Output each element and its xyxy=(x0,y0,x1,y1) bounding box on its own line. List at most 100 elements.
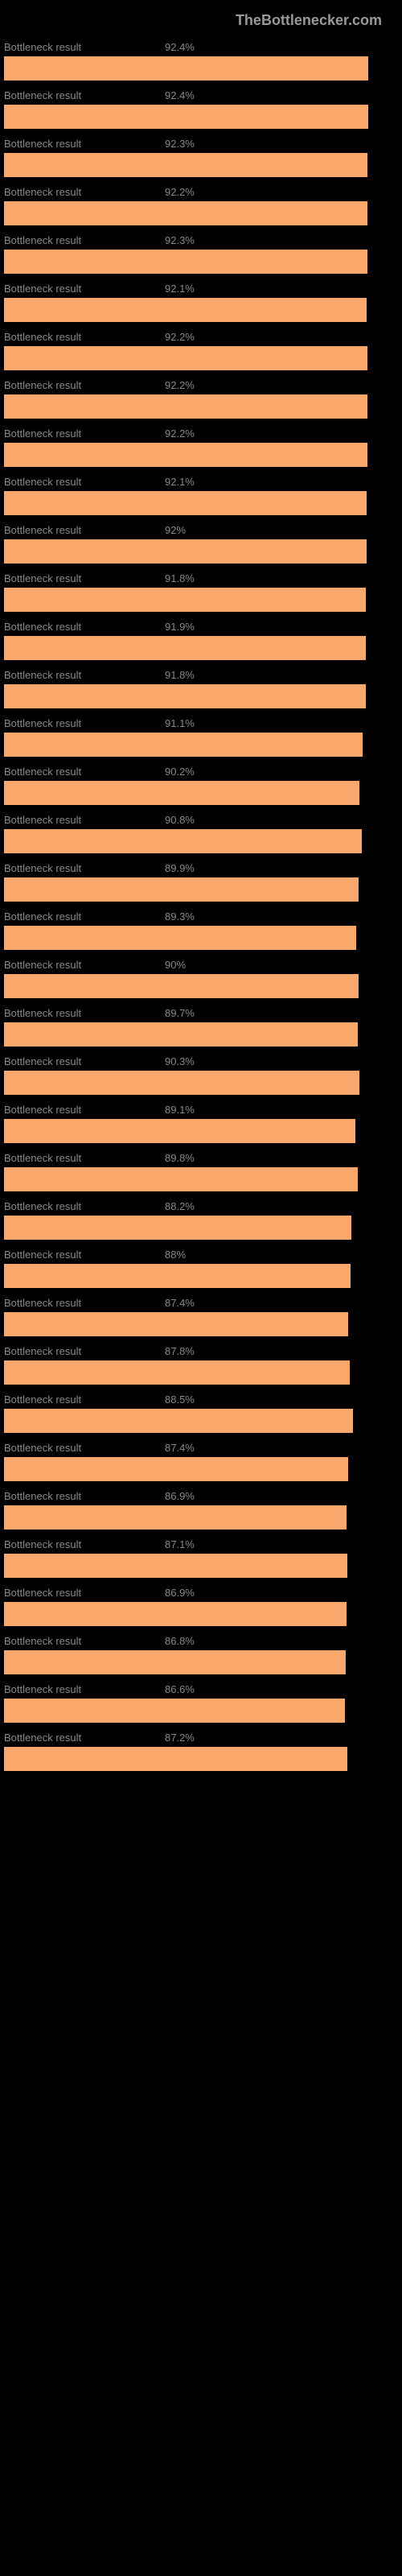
bar-label-row: Bottleneck result89.3% xyxy=(4,910,398,923)
bar-label: Bottleneck result xyxy=(4,524,165,536)
bar-value: 91.9% xyxy=(165,621,195,633)
bar-track xyxy=(4,1602,398,1626)
bar-row: Bottleneck result90.3% xyxy=(4,1055,398,1095)
bar-label-row: Bottleneck result86.9% xyxy=(4,1490,398,1502)
bar-label-row: Bottleneck result92.3% xyxy=(4,138,398,150)
bar-track xyxy=(4,298,398,322)
bar-value: 89.3% xyxy=(165,910,195,923)
bar-value: 88.2% xyxy=(165,1200,195,1212)
bar-label: Bottleneck result xyxy=(4,1007,165,1019)
bar-row: Bottleneck result92.4% xyxy=(4,89,398,129)
bar-value: 89.8% xyxy=(165,1152,195,1164)
bar-label: Bottleneck result xyxy=(4,1152,165,1164)
bar-fill xyxy=(4,56,368,80)
bar-fill xyxy=(4,1216,351,1240)
bar-value: 89.9% xyxy=(165,862,195,874)
bar-value: 86.9% xyxy=(165,1587,195,1599)
bar-row: Bottleneck result90.8% xyxy=(4,814,398,853)
bar-row: Bottleneck result90.2% xyxy=(4,766,398,805)
bar-value: 89.7% xyxy=(165,1007,195,1019)
bar-track xyxy=(4,1554,398,1578)
bar-label: Bottleneck result xyxy=(4,1104,165,1116)
site-header: TheBottlenecker.com xyxy=(4,8,398,41)
bar-track xyxy=(4,1071,398,1095)
bar-track xyxy=(4,1457,398,1481)
bottleneck-chart: Bottleneck result92.4%Bottleneck result9… xyxy=(4,41,398,1771)
bar-label-row: Bottleneck result92.2% xyxy=(4,379,398,391)
bar-row: Bottleneck result90% xyxy=(4,959,398,998)
bar-value: 91.1% xyxy=(165,717,195,729)
bar-label-row: Bottleneck result89.9% xyxy=(4,862,398,874)
bar-fill xyxy=(4,1167,358,1191)
bar-track xyxy=(4,105,398,129)
bar-fill xyxy=(4,1747,347,1771)
bar-row: Bottleneck result91.9% xyxy=(4,621,398,660)
bar-value: 92% xyxy=(165,524,186,536)
bar-value: 92.2% xyxy=(165,186,195,198)
bar-row: Bottleneck result86.9% xyxy=(4,1490,398,1530)
bar-label-row: Bottleneck result89.1% xyxy=(4,1104,398,1116)
bar-label-row: Bottleneck result87.1% xyxy=(4,1538,398,1550)
bar-label: Bottleneck result xyxy=(4,1345,165,1357)
bar-label: Bottleneck result xyxy=(4,766,165,778)
bar-track xyxy=(4,974,398,998)
bar-label: Bottleneck result xyxy=(4,234,165,246)
bar-row: Bottleneck result91.8% xyxy=(4,572,398,612)
bar-row: Bottleneck result87.4% xyxy=(4,1442,398,1481)
bar-value: 87.4% xyxy=(165,1442,195,1454)
bar-row: Bottleneck result89.9% xyxy=(4,862,398,902)
bar-track xyxy=(4,636,398,660)
bar-value: 90.2% xyxy=(165,766,195,778)
bar-row: Bottleneck result91.1% xyxy=(4,717,398,757)
bar-value: 92.2% xyxy=(165,331,195,343)
bar-fill xyxy=(4,153,367,177)
bar-label-row: Bottleneck result90.3% xyxy=(4,1055,398,1067)
bar-label: Bottleneck result xyxy=(4,814,165,826)
bar-label: Bottleneck result xyxy=(4,331,165,343)
bar-track xyxy=(4,877,398,902)
bar-row: Bottleneck result87.1% xyxy=(4,1538,398,1578)
bar-label-row: Bottleneck result92% xyxy=(4,524,398,536)
bar-label-row: Bottleneck result87.8% xyxy=(4,1345,398,1357)
bar-label: Bottleneck result xyxy=(4,1055,165,1067)
bar-row: Bottleneck result91.8% xyxy=(4,669,398,708)
bar-fill xyxy=(4,974,359,998)
bar-label: Bottleneck result xyxy=(4,1249,165,1261)
bar-track xyxy=(4,443,398,467)
bar-row: Bottleneck result92.3% xyxy=(4,138,398,177)
bar-track xyxy=(4,829,398,853)
bar-value: 88% xyxy=(165,1249,186,1261)
bar-label-row: Bottleneck result86.9% xyxy=(4,1587,398,1599)
bar-fill xyxy=(4,539,367,564)
bar-track xyxy=(4,1167,398,1191)
bar-label: Bottleneck result xyxy=(4,1490,165,1502)
bar-label: Bottleneck result xyxy=(4,89,165,101)
bar-row: Bottleneck result92.2% xyxy=(4,379,398,419)
bar-track xyxy=(4,1650,398,1674)
bar-label: Bottleneck result xyxy=(4,717,165,729)
bar-value: 92.4% xyxy=(165,41,195,53)
bar-value: 87.1% xyxy=(165,1538,195,1550)
bar-label-row: Bottleneck result92.2% xyxy=(4,331,398,343)
bar-row: Bottleneck result87.4% xyxy=(4,1297,398,1336)
bar-track xyxy=(4,781,398,805)
bar-row: Bottleneck result92.2% xyxy=(4,331,398,370)
bar-label-row: Bottleneck result86.8% xyxy=(4,1635,398,1647)
bar-track xyxy=(4,1699,398,1723)
bar-label: Bottleneck result xyxy=(4,1732,165,1744)
bar-label-row: Bottleneck result89.8% xyxy=(4,1152,398,1164)
bar-label-row: Bottleneck result91.8% xyxy=(4,669,398,681)
bar-label: Bottleneck result xyxy=(4,1200,165,1212)
bar-row: Bottleneck result86.9% xyxy=(4,1587,398,1626)
bar-fill xyxy=(4,1457,348,1481)
bar-label: Bottleneck result xyxy=(4,862,165,874)
bar-fill xyxy=(4,877,359,902)
bar-value: 91.8% xyxy=(165,669,195,681)
bar-label-row: Bottleneck result90.8% xyxy=(4,814,398,826)
bar-value: 87.2% xyxy=(165,1732,195,1744)
bar-fill xyxy=(4,1264,351,1288)
bar-value: 87.4% xyxy=(165,1297,195,1309)
bar-label-row: Bottleneck result92.1% xyxy=(4,283,398,295)
bar-label: Bottleneck result xyxy=(4,572,165,584)
bar-fill xyxy=(4,346,367,370)
